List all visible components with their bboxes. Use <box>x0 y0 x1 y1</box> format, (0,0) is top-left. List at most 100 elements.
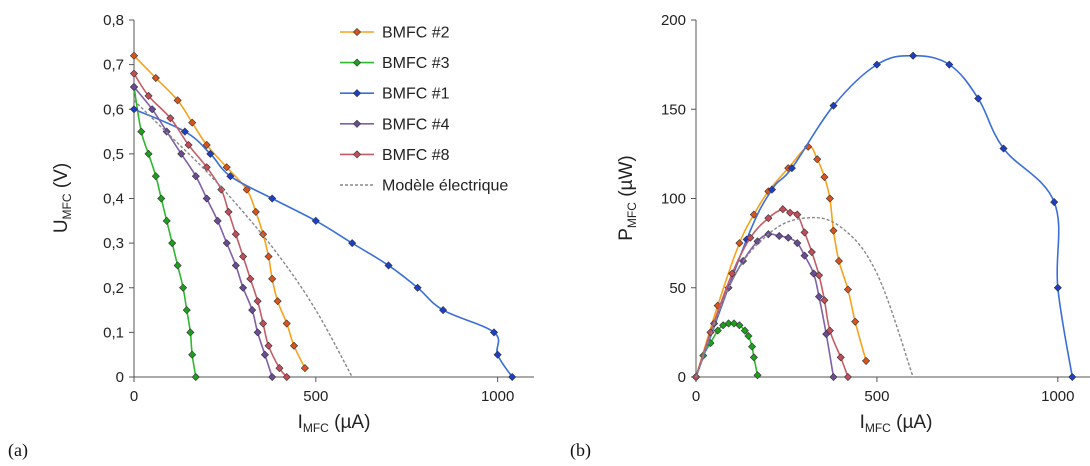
panel-a-line-bmfc-2 <box>133 55 306 369</box>
panel-a-point-bmfc-3 <box>157 194 166 203</box>
panel-b-series-bmfc-1 <box>691 51 1077 382</box>
panel-b-point-bmfc-3 <box>749 353 758 362</box>
panel-a-series-bmfc-1 <box>129 105 517 382</box>
panel-b-point-bmfc-1 <box>787 164 796 173</box>
legend-marker-bmfc-1 <box>352 89 362 98</box>
legend-label-bmfc-2: BMFC #2 <box>382 25 450 42</box>
panel-b-ylabel: PMFC (µW) <box>616 155 639 241</box>
panel-b-point-bmfc-8 <box>778 205 787 214</box>
panel-b-point-bmfc-4 <box>814 292 824 301</box>
panel-a-xtick-label: 500 <box>303 388 328 405</box>
panel-b-point-bmfc-8 <box>793 210 802 219</box>
panel-a-point-bmfc-2 <box>173 96 182 105</box>
panel-a-line-mod-le-lectrique <box>133 99 353 378</box>
panel-b-ytick-label: 100 <box>661 191 686 208</box>
panel-a-point-bmfc-3 <box>137 127 146 136</box>
panel-b-label: (b) <box>570 440 591 461</box>
legend: BMFC #2 BMFC #3 BMFC #1 BMFC #4 BMFC #8 Modèl… <box>340 25 508 195</box>
panel-b-point-bmfc-1 <box>1068 372 1077 382</box>
panel-b-point-bmfc-1 <box>999 144 1008 153</box>
panel-a-point-bmfc-8 <box>282 372 291 382</box>
panel-b-line-mod-le-lectrique <box>695 216 914 378</box>
panel-a-point-bmfc-8 <box>253 297 262 306</box>
panel-a-point-bmfc-4 <box>191 172 200 181</box>
panel-a-point-bmfc-8 <box>275 364 284 373</box>
panel-b-point-bmfc-3 <box>735 321 744 330</box>
panel-b-point-bmfc-8 <box>820 296 829 305</box>
panel-b-point-bmfc-4 <box>809 269 818 278</box>
panel-a-point-bmfc-2 <box>202 140 211 149</box>
panel-b-series-bmfc-8 <box>691 205 852 382</box>
panel-b-point-bmfc-8 <box>706 328 715 337</box>
panel-a-point-bmfc-8 <box>184 140 193 149</box>
panel-b-point-bmfc-2 <box>820 173 829 182</box>
panel-a-point-bmfc-8 <box>246 274 255 283</box>
panel-a-point-bmfc-3 <box>179 283 188 292</box>
panel-b-point-bmfc-8 <box>836 353 845 362</box>
panel-a-point-bmfc-4 <box>213 216 222 225</box>
legend-label-bmfc-8: BMFC #8 <box>382 147 450 164</box>
panel-a-point-bmfc-1 <box>439 306 448 315</box>
panel-a-point-bmfc-1 <box>226 172 235 181</box>
panel-b-point-bmfc-3 <box>729 319 739 328</box>
panel-a-point-bmfc-3 <box>151 172 160 181</box>
panel-b-point-bmfc-8 <box>825 326 834 335</box>
panel-a-point-bmfc-1 <box>268 194 277 203</box>
panel-b-point-bmfc-8 <box>814 271 824 280</box>
panel-a-xtick-label: 0 <box>130 388 138 405</box>
panel-b-ytick-label: 0 <box>678 369 686 386</box>
panel-b-point-bmfc-4 <box>793 239 802 248</box>
legend-marker-bmfc-2 <box>352 27 362 37</box>
panel-a-point-bmfc-1 <box>348 239 357 248</box>
panel-a-point-bmfc-4 <box>239 283 248 292</box>
panel-b-point-bmfc-8 <box>728 269 737 278</box>
legend-label-bmfc-3: BMFC #3 <box>382 55 450 72</box>
panel-a-point-bmfc-4 <box>268 372 277 382</box>
panel-a-point-bmfc-1 <box>311 216 320 225</box>
panel-b-point-bmfc-1 <box>945 60 954 69</box>
panel-a-series-bmfc-8 <box>129 69 291 382</box>
panel-a-point-bmfc-2 <box>251 207 260 216</box>
legend-marker-bmfc-4 <box>352 119 362 128</box>
panel-b-point-bmfc-2 <box>843 285 852 294</box>
panel-a-point-bmfc-4 <box>129 82 139 91</box>
panel-a-point-bmfc-3 <box>162 216 171 225</box>
panel-a-point-bmfc-8 <box>259 319 268 328</box>
panel-a-series-bmfc-4 <box>129 82 277 382</box>
panel-a-point-bmfc-8 <box>239 252 248 261</box>
panel-a-xtick-label: 1000 <box>481 388 514 405</box>
panel-b-point-bmfc-2 <box>813 155 822 164</box>
panel-b-point-bmfc-1 <box>767 185 777 194</box>
panel-b-point-bmfc-3 <box>724 319 733 328</box>
panel-a-point-bmfc-2 <box>151 73 160 83</box>
legend-marker-bmfc-8 <box>352 150 362 159</box>
panel-a-point-bmfc-8 <box>166 114 175 123</box>
panel-b-xlabel: IMFC (µA) <box>860 412 933 435</box>
panel-a-point-bmfc-4 <box>202 194 211 203</box>
panel-b-series-mod-le-lectrique <box>695 216 914 378</box>
panel-b-point-bmfc-1 <box>829 101 838 110</box>
panel-a-point-bmfc-1 <box>493 350 502 359</box>
panel-b-point-bmfc-4 <box>829 372 838 382</box>
panel-b-point-bmfc-1 <box>909 51 918 60</box>
panel-a-point-bmfc-8 <box>231 230 240 239</box>
panel-b-xtick-label: 1000 <box>1041 388 1074 405</box>
legend-label-bmfc-1: BMFC #1 <box>382 86 450 103</box>
panel-a-point-bmfc-8 <box>217 185 226 194</box>
panel-a-series-bmfc-3 <box>129 82 200 382</box>
panel-a-point-bmfc-3 <box>173 261 182 270</box>
panel-b-ytick-label: 50 <box>669 280 686 297</box>
panel-b-point-bmfc-8 <box>786 208 795 217</box>
panel-b-point-bmfc-3 <box>744 331 753 340</box>
panel-a-point-bmfc-3 <box>182 306 191 315</box>
panel-a-ytick-label: 0 <box>116 369 124 386</box>
panel-a-point-bmfc-2 <box>259 230 268 239</box>
panel-a-point-bmfc-4 <box>231 261 240 270</box>
panel-b-ytick-label: 150 <box>661 101 686 118</box>
panel-a-ytick-label: 0,8 <box>103 12 124 29</box>
panel-b-point-bmfc-2 <box>825 194 834 203</box>
panel-a-point-bmfc-4 <box>222 239 231 248</box>
panel-a-point-bmfc-3 <box>186 328 195 337</box>
panel-a-point-bmfc-3 <box>144 149 153 158</box>
panel-b-xtick-label: 500 <box>864 388 889 405</box>
